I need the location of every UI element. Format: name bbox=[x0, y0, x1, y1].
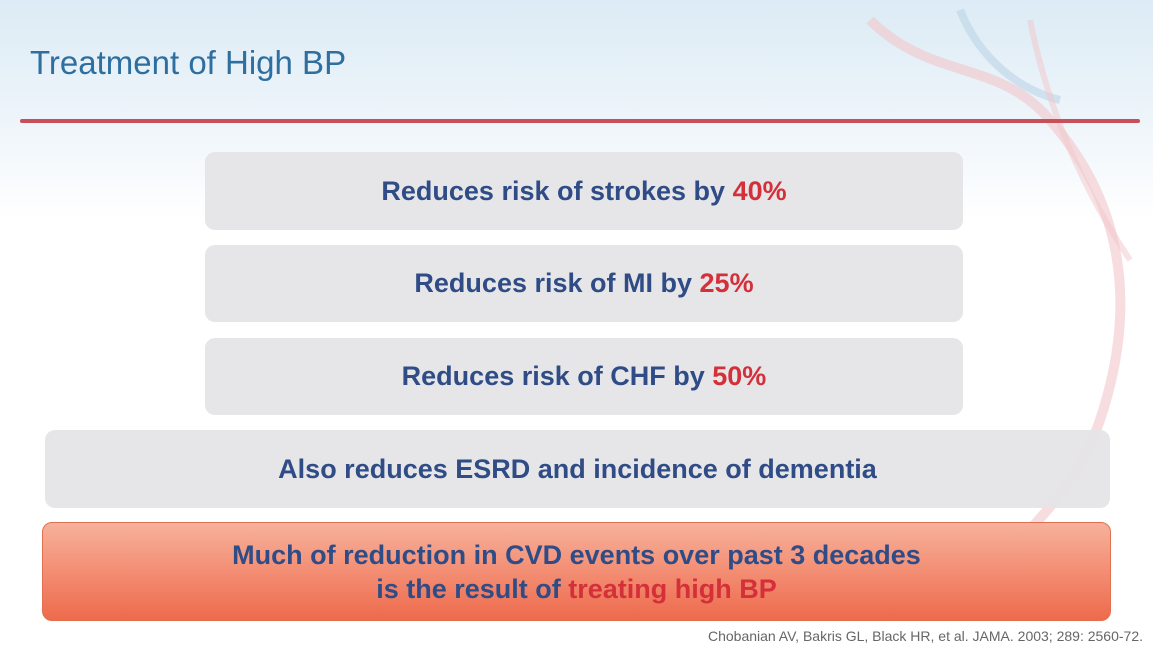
conclusion-highlight: treating high BP bbox=[568, 574, 777, 604]
item-box: Reduces risk of strokes by 40% bbox=[205, 152, 963, 230]
item-highlight: 40% bbox=[733, 176, 787, 206]
item-text: Reduces risk of MI by bbox=[414, 268, 692, 298]
item-highlight: 50% bbox=[712, 361, 766, 391]
citation: Chobanian AV, Bakris GL, Black HR, et al… bbox=[708, 628, 1143, 644]
item-text: Reduces risk of CHF by bbox=[402, 361, 705, 391]
title-rule bbox=[20, 119, 1140, 123]
conclusion-line: Much of reduction in CVD events over pas… bbox=[232, 538, 921, 572]
item-highlight: 25% bbox=[700, 268, 754, 298]
item-text: Reduces risk of strokes by bbox=[381, 176, 725, 206]
note-text: Also reduces ESRD and incidence of demen… bbox=[278, 454, 877, 485]
conclusion-line: is the result of bbox=[376, 574, 561, 604]
item-box: Reduces risk of CHF by 50% bbox=[205, 338, 963, 415]
slide: Treatment of High BP Reduces risk of str… bbox=[0, 0, 1153, 652]
conclusion-box: Much of reduction in CVD events over pas… bbox=[42, 522, 1111, 621]
item-box: Reduces risk of MI by 25% bbox=[205, 245, 963, 322]
note-box: Also reduces ESRD and incidence of demen… bbox=[45, 430, 1110, 508]
title: Treatment of High BP bbox=[30, 44, 346, 82]
